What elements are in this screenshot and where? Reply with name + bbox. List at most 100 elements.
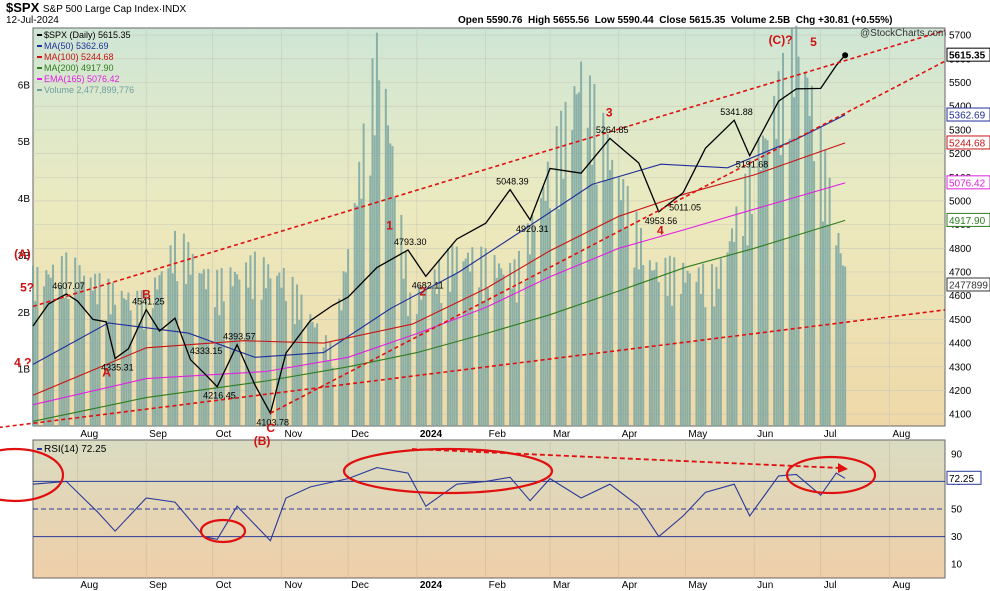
- volume-bar: [453, 274, 456, 426]
- volume-bar: [43, 286, 46, 426]
- volume-bar: [788, 138, 791, 426]
- volume-axis-label: 6B: [18, 80, 31, 91]
- volume-axis-label: 4B: [18, 194, 31, 205]
- rsi-x-axis-label: Oct: [216, 580, 232, 591]
- volume-bar: [207, 268, 210, 426]
- volume-bar: [160, 271, 163, 426]
- volume-axis-label: 1B: [18, 365, 31, 376]
- volume-bar: [373, 135, 376, 426]
- price-annotation: 4541.25: [132, 297, 165, 307]
- volume-bar: [757, 137, 760, 426]
- x-axis-label: Nov: [285, 429, 303, 440]
- x-axis-label: Apr: [622, 429, 638, 440]
- volume-bar: [679, 293, 682, 426]
- volume-bar: [719, 258, 722, 426]
- wave-label: (A): [14, 247, 31, 261]
- volume-bar: [80, 281, 83, 426]
- volume-bar: [828, 177, 831, 426]
- price-axis-label: 4800: [949, 244, 972, 255]
- volume-bar: [435, 294, 438, 426]
- moving-averages: [32, 114, 846, 422]
- price-annotation: 5048.39: [496, 176, 529, 186]
- rsi-label: RSI(14) 72.25: [44, 444, 107, 455]
- volume-bar: [176, 281, 179, 426]
- volume-bar: [307, 322, 310, 426]
- volume-bar: [387, 125, 390, 427]
- volume-bar: [668, 255, 671, 426]
- volume-bar: [109, 314, 112, 426]
- volume-bar: [446, 248, 449, 426]
- volume-bar: [586, 127, 589, 426]
- volume-bar: [655, 262, 658, 426]
- volume-bar: [515, 302, 518, 426]
- volume-bar: [542, 186, 545, 426]
- price-axis-label: 4500: [949, 315, 972, 326]
- volume-bar: [96, 304, 99, 426]
- volume-bar: [671, 305, 674, 426]
- volume-bar: [642, 264, 645, 426]
- volume-bar: [777, 71, 780, 426]
- exchange: INDX: [162, 4, 187, 15]
- price-annotation: 4682.11: [412, 280, 444, 290]
- trend-line: [270, 60, 946, 414]
- legend-entry: $SPX (Daily) 5615.35: [44, 30, 131, 40]
- index-name: S&P 500 Large Cap Index: [42, 4, 159, 15]
- volume-bar: [187, 242, 190, 426]
- volume-bar: [653, 269, 656, 426]
- volume-bar: [311, 321, 314, 426]
- volume-bar: [451, 245, 454, 426]
- rsi-ellipse: [342, 447, 554, 495]
- volume-bar: [282, 267, 285, 426]
- ema165-line: [32, 182, 846, 406]
- rsi-x-axis-label: Jul: [824, 580, 837, 591]
- volume-bar: [136, 290, 139, 426]
- rsi-series: [32, 467, 945, 542]
- volume-bar: [36, 266, 39, 426]
- volume-bar: [78, 265, 81, 426]
- rsi-axis-label: 10: [951, 560, 963, 571]
- wave-label: 5: [810, 35, 817, 49]
- volume-axis-label: 2B: [18, 308, 31, 319]
- volume-bar: [202, 269, 205, 426]
- wave-label: 3: [606, 105, 613, 119]
- wave-label: 4 ?: [14, 355, 31, 369]
- volume-bar: [604, 180, 607, 426]
- volume-bar: [229, 267, 232, 426]
- volume-bar: [742, 236, 745, 426]
- volume-bar: [98, 273, 101, 426]
- volume-bar: [127, 292, 130, 426]
- volume-bar: [560, 110, 563, 426]
- volume-bar: [635, 211, 638, 426]
- volume-bar: [362, 123, 365, 426]
- volume-bar: [89, 277, 92, 426]
- wave-label: 1: [386, 218, 393, 232]
- volume-bar: [711, 264, 714, 426]
- price-axis-label: 4600: [949, 291, 972, 302]
- volume-bar: [462, 261, 465, 426]
- volume-bar: [580, 61, 583, 427]
- volume-bar: [824, 149, 827, 426]
- x-axis-label: Feb: [489, 429, 507, 440]
- volume-bar: [264, 288, 267, 426]
- volume-bar: [309, 314, 312, 426]
- price-annotation: 4793.30: [394, 237, 427, 247]
- x-axis-label: Aug: [80, 429, 98, 440]
- volume-bar: [205, 289, 208, 426]
- volume-bar: [717, 288, 720, 426]
- rsi-tag: 72.25: [949, 474, 974, 485]
- volume-bar: [509, 262, 512, 426]
- price-annotation: 4103.78: [256, 417, 289, 427]
- volume-bar: [393, 197, 396, 426]
- price-axis-label: 4100: [949, 410, 972, 421]
- volume-bar: [821, 221, 824, 426]
- rsi-x-axis-label: Dec: [351, 580, 369, 591]
- price-axis-label: 4400: [949, 339, 972, 350]
- volume-bar: [808, 116, 811, 426]
- volume-bar: [369, 175, 372, 426]
- volume-bar: [469, 271, 472, 426]
- rsi-x-axis-label: May: [688, 580, 707, 591]
- rsi-x-axis-label: Mar: [553, 580, 571, 591]
- rsi-ellipse: [785, 455, 877, 495]
- volume-bar: [529, 254, 532, 426]
- wave-label: C: [266, 421, 275, 435]
